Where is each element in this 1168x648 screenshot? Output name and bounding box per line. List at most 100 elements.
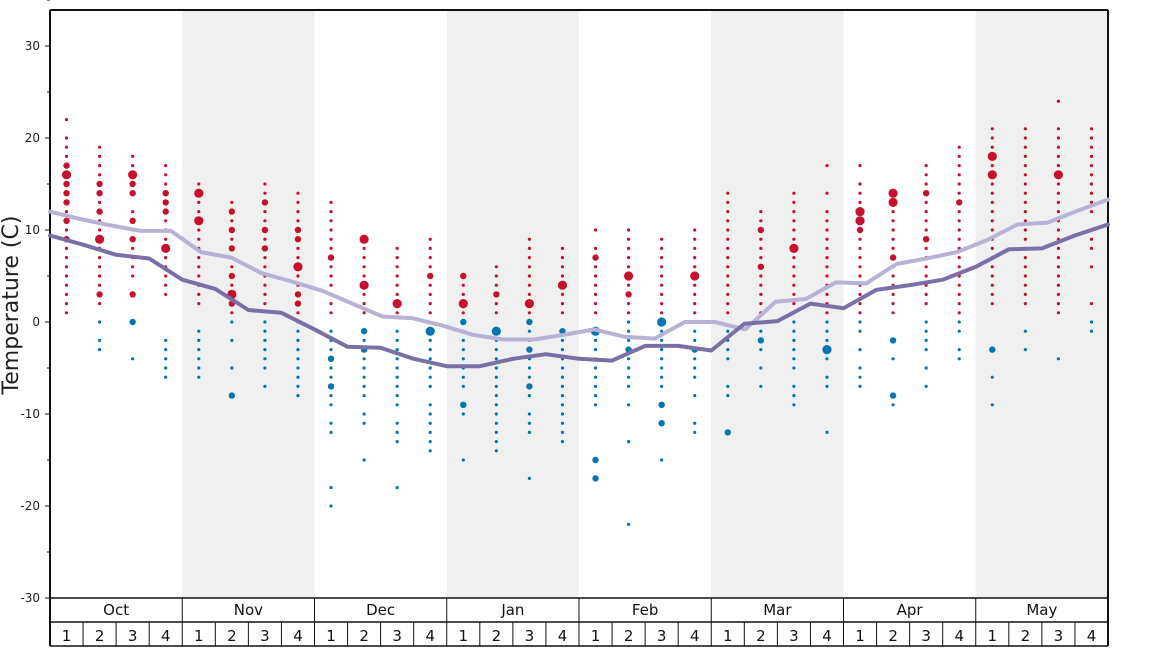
- warm-observation-dot: [891, 311, 895, 315]
- warm-observation-dot: [891, 302, 895, 306]
- warm-observation-dot: [792, 256, 796, 260]
- warm-observation-dot: [194, 216, 204, 226]
- cold-observation-dot: [197, 366, 201, 370]
- cold-observation-dot: [494, 403, 498, 407]
- warm-observation-dot: [392, 299, 402, 309]
- warm-observation-dot: [362, 265, 366, 269]
- warm-observation-dot: [660, 256, 664, 260]
- cold-observation-dot: [296, 329, 300, 333]
- warm-observation-dot: [428, 256, 432, 260]
- cold-observation-dot: [428, 366, 432, 370]
- warm-observation-dot: [858, 265, 862, 269]
- warm-observation-dot: [990, 219, 994, 223]
- warm-observation-dot: [164, 182, 168, 186]
- cold-observation-dot: [792, 329, 796, 333]
- warm-observation-dot: [593, 311, 598, 315]
- week-label: 4: [1087, 627, 1097, 645]
- warm-observation-dot: [1023, 292, 1027, 296]
- warm-observation-dot: [97, 265, 102, 269]
- cold-observation-dot: [726, 384, 730, 388]
- cold-observation-dot: [97, 348, 102, 352]
- week-label: 2: [624, 627, 634, 645]
- cold-observation-dot: [230, 320, 234, 324]
- cold-observation-dot: [461, 412, 465, 416]
- warm-observation-dot: [957, 283, 961, 287]
- cold-observation-dot: [329, 329, 333, 333]
- warm-observation-dot: [759, 256, 763, 260]
- cold-observation-dot: [593, 375, 598, 379]
- warm-observation-dot: [1089, 154, 1094, 158]
- warm-observation-dot: [96, 291, 103, 298]
- warm-observation-dot: [428, 311, 432, 315]
- cold-observation-dot: [924, 320, 928, 324]
- warm-observation-dot: [197, 237, 201, 241]
- cold-observation-dot: [858, 366, 862, 370]
- warm-observation-dot: [527, 283, 532, 287]
- warm-observation-dot: [64, 154, 69, 158]
- warm-observation-dot: [494, 283, 498, 287]
- warm-observation-dot: [197, 292, 201, 296]
- warm-observation-dot: [527, 246, 532, 250]
- cold-observation-dot: [461, 348, 465, 352]
- warm-observation-dot: [197, 256, 201, 260]
- cold-observation-dot: [593, 384, 598, 388]
- cold-observation-dot: [494, 430, 498, 434]
- cold-observation-dot: [1089, 320, 1094, 324]
- warm-observation-dot: [592, 254, 599, 261]
- warm-observation-dot: [527, 237, 532, 241]
- cold-observation-dot: [957, 357, 961, 361]
- upper_line-series: [48, 197, 1110, 342]
- week-label: 4: [822, 627, 832, 645]
- y-tick-label: 0: [32, 315, 40, 329]
- warm-observation-dot: [957, 311, 961, 315]
- warm-observation-dot: [263, 302, 267, 306]
- warm-observation-dot: [726, 274, 730, 278]
- warm-observation-dot: [593, 265, 598, 269]
- cold-observation-dot: [957, 329, 961, 333]
- warm-observation-dot: [987, 151, 997, 161]
- warm-observation-dot: [427, 272, 434, 280]
- warm-observation-dot: [922, 236, 930, 243]
- cold-observation-dot: [560, 412, 565, 416]
- cold-observation-dot: [131, 357, 135, 361]
- cold-observation-dot: [989, 346, 996, 353]
- warm-observation-dot: [1089, 302, 1094, 306]
- warm-observation-dot: [97, 274, 102, 278]
- warm-observation-dot: [1089, 136, 1094, 140]
- cold-observation-dot: [329, 430, 333, 434]
- warm-observation-dot: [294, 291, 302, 298]
- warm-observation-dot: [461, 292, 465, 296]
- warm-observation-dot: [858, 246, 862, 250]
- warm-observation-dot: [726, 256, 730, 260]
- cold-observation-dot: [924, 384, 928, 388]
- warm-observation-dot: [1056, 283, 1061, 287]
- warm-observation-dot: [1056, 302, 1061, 306]
- warm-observation-dot: [428, 283, 432, 287]
- cold-observation-dot: [362, 338, 366, 342]
- cold-observation-dot: [327, 355, 335, 362]
- cold-observation-dot: [792, 348, 796, 352]
- cold-observation-dot: [792, 403, 796, 407]
- cold-observation-dot: [660, 384, 664, 388]
- week-label: 4: [690, 627, 700, 645]
- warm-observation-dot: [924, 210, 928, 214]
- cold-observation-dot: [693, 394, 697, 398]
- warm-observation-dot: [560, 256, 565, 260]
- warm-observation-dot: [792, 292, 796, 296]
- warm-observation-dot: [625, 291, 632, 298]
- cold-observation-dot: [593, 403, 598, 407]
- cold-observation-dot: [129, 318, 136, 326]
- warm-observation-dot: [128, 170, 138, 180]
- warm-observation-dot: [922, 190, 930, 197]
- warm-observation-dot: [990, 292, 994, 296]
- warm-observation-dot: [460, 272, 467, 280]
- cold-observation-dot: [858, 384, 862, 388]
- warm-observation-dot: [362, 246, 366, 250]
- warm-observation-dot: [63, 199, 70, 206]
- warm-observation-dot: [626, 302, 631, 306]
- warm-observation-dot: [428, 237, 432, 241]
- warm-observation-dot: [593, 283, 598, 287]
- warm-observation-dot: [990, 127, 994, 131]
- warm-observation-dot: [64, 265, 69, 269]
- cold-observation-dot: [395, 440, 399, 444]
